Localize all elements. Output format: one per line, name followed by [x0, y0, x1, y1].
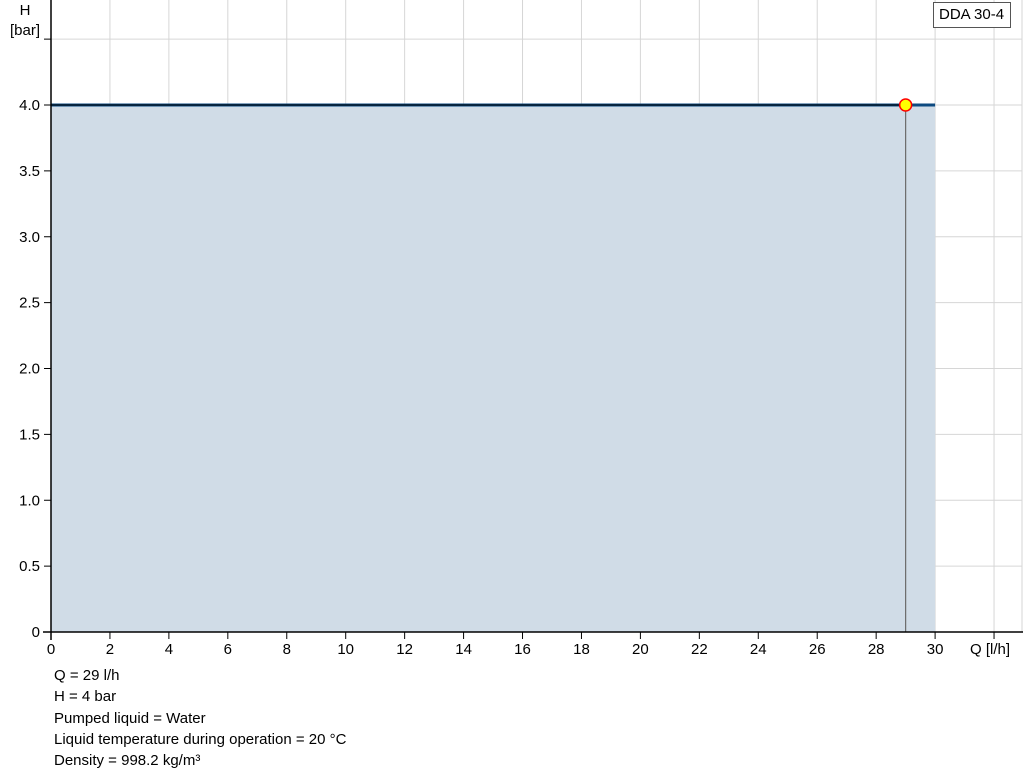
y-tick-label: 2.0 — [19, 361, 40, 378]
info-density: Density = 998.2 kg/m³ — [54, 752, 201, 770]
info-head: H = 4 bar — [54, 688, 117, 706]
x-axis-label: Q [l/h] — [970, 641, 1010, 658]
x-tick-label: 10 — [337, 641, 354, 658]
axes: 0 2 4 6 8 10 12 14 16 18 20 22 24 26 28 3000.51.01.52.0… — [19, 0, 1023, 658]
x-tick-label: 30 — [927, 641, 944, 658]
y-tick-label: 3.5 — [19, 163, 40, 180]
info-flow: Q = 29 l/h — [54, 667, 120, 684]
x-tick-label: 0 — [47, 641, 55, 658]
curve-area — [51, 105, 936, 632]
info-temperature: Liquid temperature during operation = 20… — [54, 730, 347, 748]
x-tick-label: 24 — [750, 641, 767, 658]
x-tick-label: 22 — [691, 641, 708, 658]
y-axis-label-unit: [bar] — [10, 22, 40, 39]
y-axis-label-h: H — [20, 2, 31, 19]
operating-info: Q = 29 l/h H = 4 bar Pumped liquid = Wat… — [54, 665, 346, 771]
y-tick-label: 4.0 — [19, 97, 40, 114]
y-tick-label: 0 — [32, 624, 40, 641]
legend-pump-model: DDA 30-4 — [933, 2, 1012, 28]
x-tick-label: 14 — [455, 641, 472, 658]
series-layer — [51, 98, 936, 632]
x-tick-label: 20 — [632, 641, 649, 658]
x-tick-label: 4 — [165, 641, 173, 658]
x-tick-label: 6 — [224, 641, 232, 658]
y-tick-label: 1.5 — [19, 426, 40, 443]
x-tick-label: 28 — [868, 641, 885, 658]
x-tick-label: 2 — [106, 641, 114, 658]
y-tick-label: 1.0 — [19, 492, 40, 509]
info-liquid: Pumped liquid = Water — [54, 709, 206, 727]
y-tick-label: 3.0 — [19, 229, 40, 246]
y-tick-label: 0.5 — [19, 558, 40, 575]
y-tick-label: 2.5 — [19, 295, 40, 312]
x-tick-label: 16 — [514, 641, 531, 658]
x-tick-label: 26 — [809, 641, 826, 658]
x-tick-label: 18 — [573, 641, 590, 658]
x-tick-label: 12 — [396, 641, 413, 658]
operating-point — [898, 98, 913, 112]
x-tick-label: 8 — [283, 641, 291, 658]
